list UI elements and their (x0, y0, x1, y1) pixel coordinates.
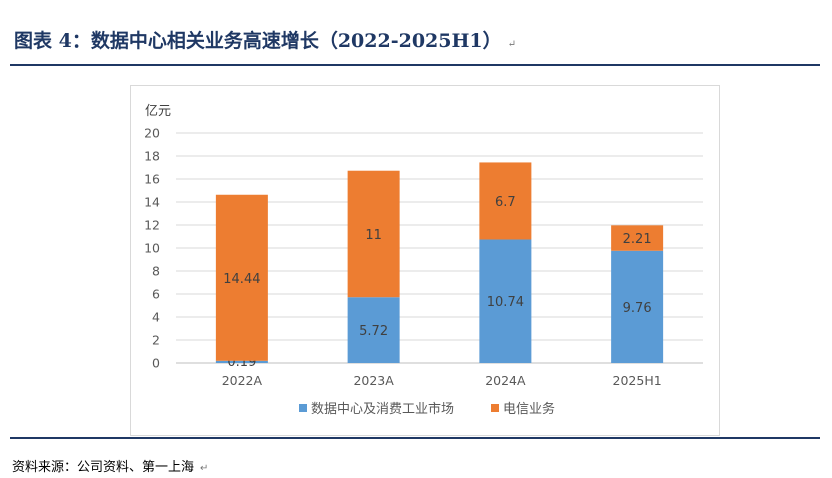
bar-2022A-series-0 (215, 360, 268, 363)
y-tick-label: 16 (144, 172, 160, 187)
bottom-rule (10, 437, 820, 439)
data-label: 14.44 (223, 272, 260, 287)
y-tick-label: 4 (152, 310, 160, 325)
y-tick-label: 2 (152, 333, 160, 348)
y-axis-label: 亿元 (145, 104, 171, 119)
y-tick-label: 8 (152, 264, 160, 279)
data-label: 6.7 (495, 195, 516, 210)
paragraph-mark-icon: ↵ (200, 463, 209, 474)
legend-label-0: 数据中心及消费工业市场 (311, 401, 454, 417)
bar-2024A-series-1 (479, 162, 532, 240)
y-tick-label: 10 (144, 241, 160, 256)
title-bar: 图表 4：数据中心相关业务高速增长（2022-2025H1） ↵ (10, 8, 820, 66)
bar-2025H1-series-0 (611, 250, 664, 363)
data-label: 5.72 (359, 324, 388, 339)
y-tick-label: 6 (152, 287, 160, 302)
legend: 数据中心及消费工业市场 电信业务 (299, 401, 555, 417)
x-tick-label: 2022A (222, 373, 263, 388)
bar-2022A-series-1 (215, 194, 268, 361)
y-tick-label: 0 (152, 356, 160, 371)
data-label: 9.76 (623, 301, 652, 316)
y-axis-ticks: 0 2 4 6 8 10 12 14 16 18 20 (144, 126, 160, 371)
legend-swatch-0 (299, 404, 307, 412)
x-tick-label: 2023A (353, 373, 394, 388)
x-axis-ticks: 2022A 2023A 2024A 2025H1 (222, 373, 662, 388)
chart-area: 0 2 4 6 8 10 12 14 16 18 20 0.19 14.44 5.72 11 10.74 6.… (130, 85, 720, 436)
paragraph-mark-icon: ↵ (507, 39, 517, 50)
x-tick-label: 2024A (485, 373, 526, 388)
chart-title-text: 图表 4：数据中心相关业务高速增长（2022-2025H1） (14, 30, 502, 52)
y-tick-label: 20 (144, 126, 160, 141)
data-label: 2.21 (623, 232, 652, 247)
y-tick-label: 18 (144, 149, 160, 164)
chart-title: 图表 4：数据中心相关业务高速增长（2022-2025H1） ↵ (14, 26, 516, 53)
y-tick-label: 12 (144, 218, 160, 233)
bar-2023A-series-0 (347, 297, 400, 363)
y-tick-label: 14 (144, 195, 160, 210)
data-label: 11 (365, 228, 382, 243)
bar-2023A-series-1 (347, 170, 400, 298)
legend-swatch-1 (491, 404, 499, 412)
bar-2025H1-series-1 (611, 225, 664, 251)
bar-2024A-series-0 (479, 239, 532, 363)
data-label: 10.74 (487, 295, 524, 310)
legend-label-1: 电信业务 (503, 401, 555, 417)
source-text: 资料来源：公司资料、第一上海 (12, 460, 195, 475)
x-tick-label: 2025H1 (613, 373, 662, 388)
source-note: 资料来源：公司资料、第一上海 ↵ (12, 456, 208, 475)
